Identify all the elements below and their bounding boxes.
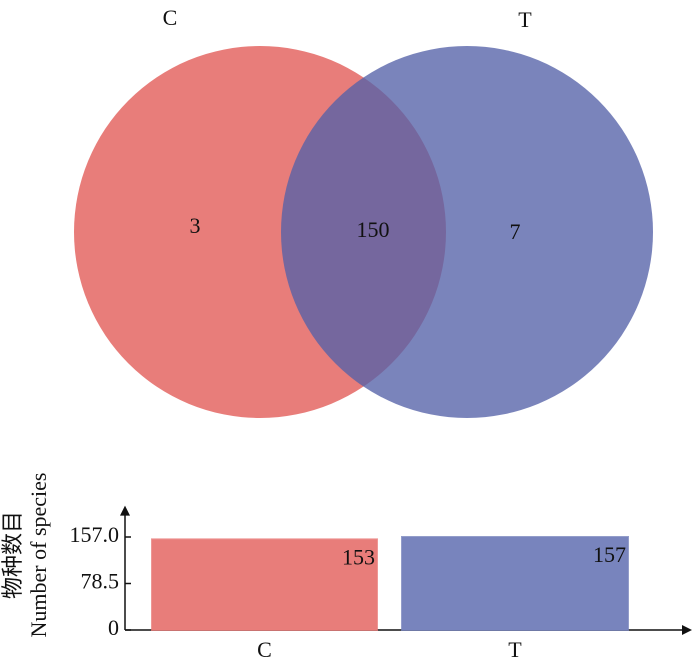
x-tick-label: T [508,637,522,662]
region-value: 150 [357,217,390,242]
y-axis-label: 物种数目 [0,511,25,599]
x-axis-arrow [682,625,692,635]
value-label: 157 [593,542,626,567]
y-axis-label: Number of species [26,473,51,638]
y-tick-label: 0 [108,615,119,640]
y-tick-label: 78.5 [81,569,120,594]
y-axis-arrow [120,505,130,516]
region-value: 7 [510,219,521,244]
set-label: T [518,7,532,32]
value-label: 153 [342,544,375,569]
bar [151,538,378,632]
y-tick-label: 157.0 [70,522,120,547]
region-value: 3 [190,213,201,238]
set-label: C [163,5,178,30]
set-circle [281,46,653,418]
x-tick-label: C [257,637,272,662]
bar [401,536,629,631]
